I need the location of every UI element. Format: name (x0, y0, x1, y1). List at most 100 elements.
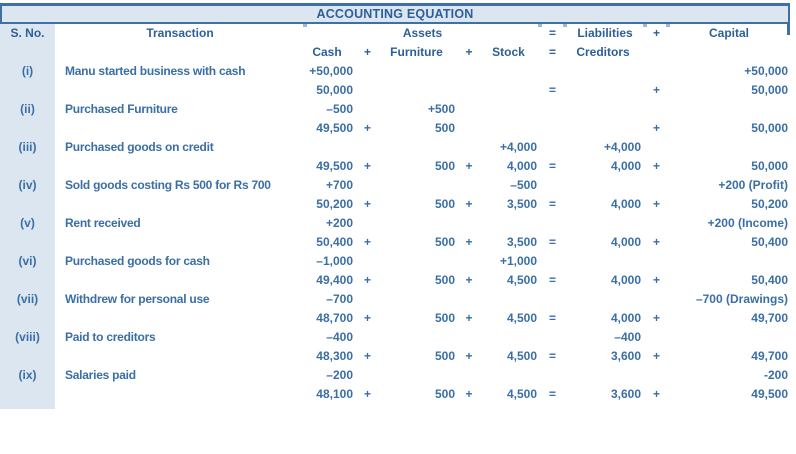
cell-furniture: 500 (434, 387, 455, 401)
cell-furniture: +500 (427, 102, 455, 116)
cell-cash: +50,000 (309, 64, 353, 78)
cell-sno (0, 119, 55, 138)
cell-plus: + (465, 159, 473, 173)
header-plus2: + (465, 45, 473, 59)
cell-equals: = (548, 235, 556, 249)
cell-cash: 49,500 (316, 159, 353, 173)
header-creditors: Creditors (576, 45, 630, 59)
cell-equals: = (548, 311, 556, 325)
cell-plus: + (363, 121, 371, 135)
cell-cash: 50,400 (316, 235, 353, 249)
cell-stock: 4,500 (506, 387, 537, 401)
cell-stock: 4,500 (506, 349, 537, 363)
transaction-row-change: (i) Manu started business with cash +50,00… (0, 62, 790, 81)
cell-stock: 3,500 (506, 235, 537, 249)
header-plus-sign: + (652, 26, 660, 40)
cell-cash: –400 (326, 330, 353, 344)
cell-sno (0, 233, 55, 252)
cell-capital: 50,000 (751, 121, 788, 135)
cell-capital: +50,000 (744, 64, 788, 78)
cell-equals: = (548, 197, 556, 211)
transaction-row-balance: 48,700 +500 +4,500 = 4,000 +49,700 (0, 309, 790, 328)
cell-plus: + (363, 273, 371, 287)
cell-equals: = (548, 83, 556, 97)
cell-transaction: Purchased goods for cash (65, 254, 210, 268)
cell-plus: + (652, 159, 660, 173)
cell-transaction: Purchased goods on credit (65, 140, 214, 154)
transaction-row-balance: 48,100 +500 +4,500 = 3,600 +49,500 (0, 385, 790, 404)
cell-sno (0, 347, 55, 366)
cell-transaction: Paid to creditors (65, 330, 156, 344)
cell-transaction: Salaries paid (65, 368, 136, 382)
cell-sno: (iii) (0, 138, 55, 157)
cell-plus: + (363, 387, 371, 401)
cell-plus: + (465, 387, 473, 401)
cell-plus: + (363, 311, 371, 325)
transaction-row-balance: 49,500 +500 +4,000 = 4,000 +50,000 (0, 157, 790, 176)
cell-stock: 4,500 (506, 311, 537, 325)
cell-cash: 49,500 (316, 121, 353, 135)
cell-capital: 50,400 (751, 273, 788, 287)
transaction-row-balance: 50,200 +500 +3,500 = 4,000 +50,200 (0, 195, 790, 214)
header-equals-sign: = (548, 26, 556, 40)
cell-capital: +200 (Income) (707, 216, 788, 230)
cell-sno: (iv) (0, 176, 55, 195)
cell-sno (0, 81, 55, 100)
cell-furniture: 500 (434, 235, 455, 249)
sno-band-cell (0, 43, 55, 62)
cell-plus: + (652, 349, 660, 363)
cell-creditors: 3,600 (610, 349, 641, 363)
cell-sno: (i) (0, 62, 55, 81)
cell-cash: –700 (326, 292, 353, 306)
header-furniture: Furniture (390, 45, 443, 59)
cell-stock: –500 (510, 178, 537, 192)
transaction-row-change: (vi) Purchased goods for cash –1,000 +1,000 (0, 252, 790, 271)
transaction-row-balance: 48,300 +500 +4,500 = 3,600 +49,700 (0, 347, 790, 366)
cell-furniture: 500 (434, 197, 455, 211)
cell-sno (0, 271, 55, 290)
cell-furniture: 500 (434, 159, 455, 173)
cell-plus: + (652, 121, 660, 135)
cell-capital: –700 (Drawings) (695, 292, 788, 306)
transaction-row-balance: 49,400 +500 +4,500 = 4,000 +50,400 (0, 271, 790, 290)
cell-equals: = (548, 159, 556, 173)
cell-furniture: 500 (434, 349, 455, 363)
header-capital: Capital (708, 26, 749, 40)
cell-plus: + (363, 197, 371, 211)
header-row-main: S. No. Transaction Assets = Liabilities … (0, 24, 790, 43)
cell-sno (0, 309, 55, 328)
cell-equals: = (548, 273, 556, 287)
cell-capital: 49,700 (751, 349, 788, 363)
cell-capital: 50,400 (751, 235, 788, 249)
header-sno: S. No. (0, 24, 55, 43)
cell-plus: + (363, 159, 371, 173)
cell-furniture: 500 (434, 273, 455, 287)
cell-plus: + (652, 235, 660, 249)
transaction-row-change: (vii) Withdrew for personal use –700 –700 (… (0, 290, 790, 309)
cell-sno: (viii) (0, 328, 55, 347)
cell-transaction: Sold goods costing Rs 500 for Rs 700 (65, 178, 271, 192)
cell-creditors: 4,000 (610, 159, 641, 173)
cell-plus: + (465, 273, 473, 287)
cell-sno: (ix) (0, 366, 55, 385)
cell-plus: + (363, 349, 371, 363)
cell-capital: 49,500 (751, 387, 788, 401)
transaction-row-change: (iii) Purchased goods on credit +4,000 +4,0… (0, 138, 790, 157)
header-stock: Stock (492, 45, 525, 59)
cell-capital: 50,000 (751, 159, 788, 173)
transaction-row-change: (iv) Sold goods costing Rs 500 for Rs 700… (0, 176, 790, 195)
cell-creditors: 3,600 (610, 387, 641, 401)
cell-transaction: Purchased Furniture (65, 102, 178, 116)
header-sub-equals: = (548, 45, 556, 59)
cell-plus: + (465, 311, 473, 325)
cell-cash: 50,200 (316, 197, 353, 211)
cell-creditors: 4,000 (610, 311, 641, 325)
cell-transaction: Withdrew for personal use (65, 292, 210, 306)
table-body: (i) Manu started business with cash +50,00… (0, 62, 796, 404)
cell-plus: + (465, 197, 473, 211)
header-transaction: Transaction (146, 26, 214, 40)
cell-plus: + (652, 273, 660, 287)
cell-creditors: 4,000 (610, 273, 641, 287)
transaction-row-balance: 49,500 +500 +50,000 (0, 119, 790, 138)
